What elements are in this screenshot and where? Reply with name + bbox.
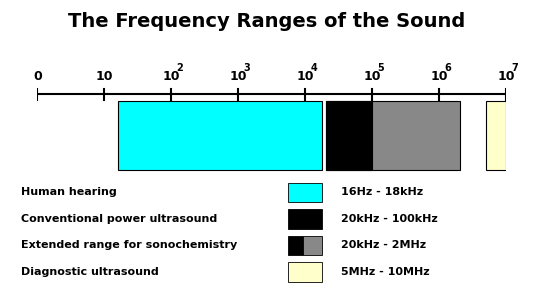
Bar	[486, 101, 506, 170]
Text: 6: 6	[445, 63, 451, 73]
Text: Diagnostic ultrasound: Diagnostic ultrasound	[21, 267, 159, 277]
Bar	[288, 262, 322, 282]
Text: 10: 10	[230, 70, 247, 83]
Bar	[118, 101, 322, 170]
Text: 16Hz - 18kHz: 16Hz - 18kHz	[341, 187, 423, 197]
Text: 10: 10	[431, 70, 448, 83]
Text: 10: 10	[95, 70, 113, 83]
Text: 4: 4	[311, 63, 318, 73]
Text: The Frequency Ranges of the Sound: The Frequency Ranges of the Sound	[68, 12, 465, 31]
Text: 20kHz - 100kHz: 20kHz - 100kHz	[341, 214, 438, 224]
Text: 5MHz - 10MHz: 5MHz - 10MHz	[341, 267, 430, 277]
Text: 7: 7	[512, 63, 519, 73]
Text: 20kHz - 2MHz: 20kHz - 2MHz	[341, 240, 426, 250]
Text: 2: 2	[176, 63, 183, 73]
Text: 10: 10	[163, 70, 180, 83]
Text: 0: 0	[33, 70, 42, 83]
Bar	[326, 101, 459, 170]
Bar	[288, 183, 322, 202]
Text: 10: 10	[364, 70, 381, 83]
Text: 3: 3	[244, 63, 251, 73]
Text: Conventional power ultrasound: Conventional power ultrasound	[21, 214, 217, 224]
Text: 10: 10	[296, 70, 314, 83]
Bar	[288, 236, 303, 255]
Text: 10: 10	[498, 70, 515, 83]
Text: Human hearing: Human hearing	[21, 187, 117, 197]
Bar	[288, 209, 322, 229]
Text: 5: 5	[378, 63, 384, 73]
Text: Extended range for sonochemistry: Extended range for sonochemistry	[21, 240, 238, 250]
Bar	[326, 101, 373, 170]
Bar	[303, 236, 322, 255]
